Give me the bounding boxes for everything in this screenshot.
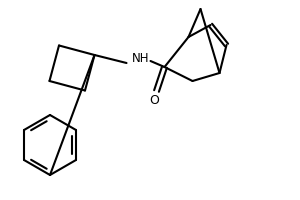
Text: NH: NH [132,52,149,66]
Text: O: O [150,94,160,107]
